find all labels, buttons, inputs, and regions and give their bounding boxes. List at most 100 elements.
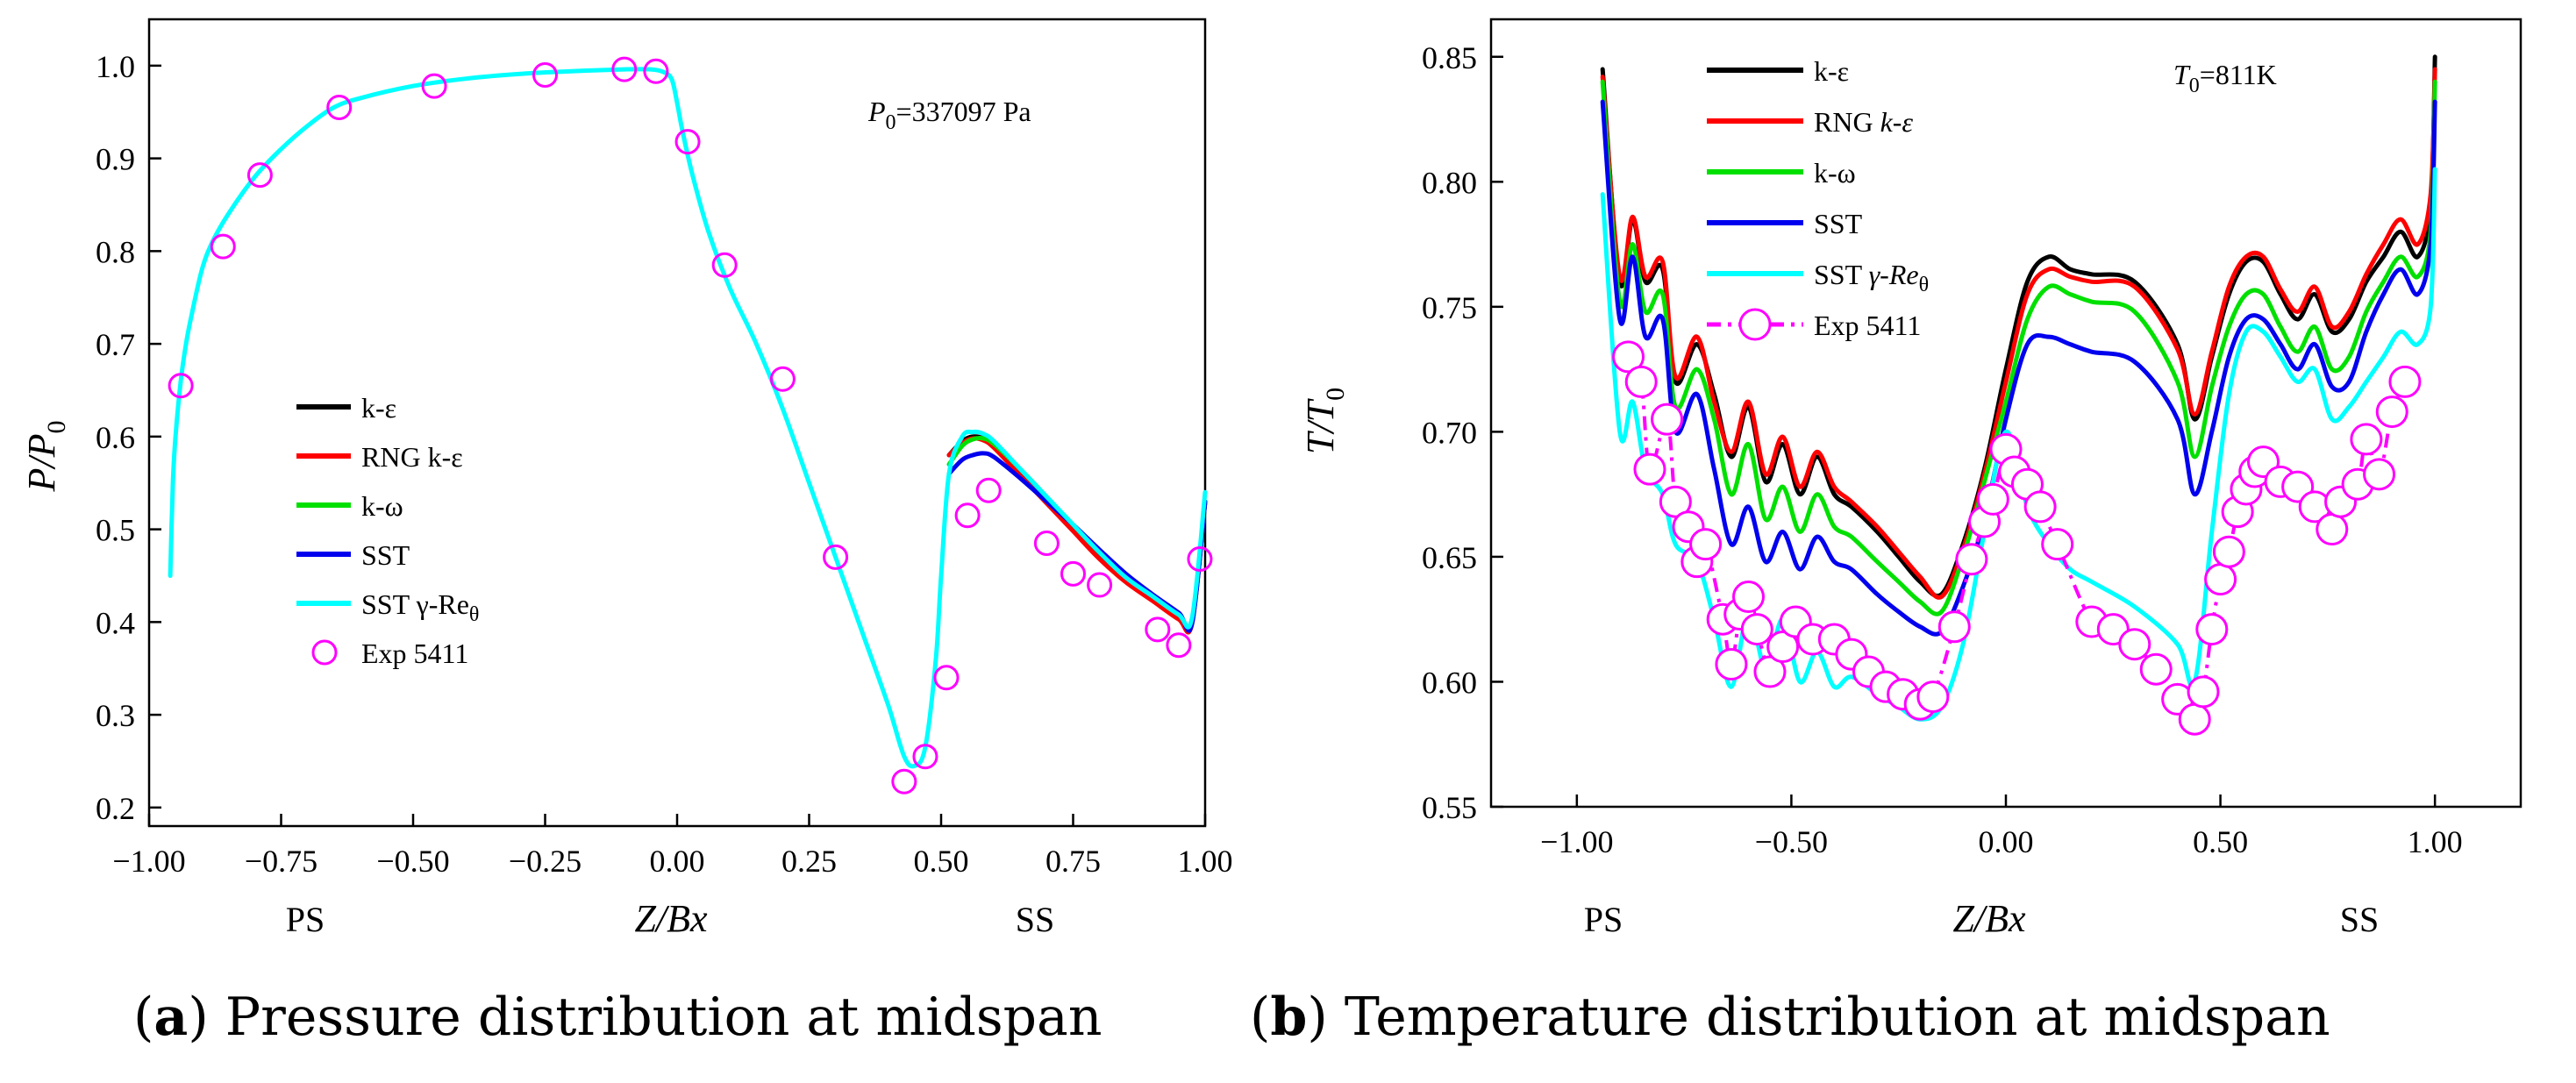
exp-point (912, 744, 938, 770)
exp-point (2118, 628, 2151, 661)
y-tick-label: 0.75 (1422, 290, 1477, 325)
series-line-sst-gamma (168, 67, 1208, 769)
exp-point (2041, 528, 2074, 561)
exp-point (2178, 702, 2211, 736)
exp-point (643, 58, 669, 84)
legend-swatch-exp (1738, 308, 1772, 341)
x-axis-title-temperature: Z/Bx (1952, 897, 2026, 940)
y-tick-label: 0.7 (96, 327, 135, 362)
legend-label-sst-gamma: SST γ-Reθ (1814, 259, 1929, 296)
y-axis-title-temperature: T/T0 (1299, 388, 1350, 454)
exp-point (1624, 365, 1658, 398)
exp-point (1715, 648, 1748, 681)
exp-point (326, 94, 353, 120)
exp-point (1166, 632, 1192, 659)
exp-point (933, 665, 960, 691)
x-tick-label: 0.00 (650, 844, 705, 879)
exp-point (2139, 652, 2173, 686)
exp-point (2375, 395, 2408, 429)
legend-label-sst: SST (361, 539, 410, 571)
annotation-pressure: P0=337097 Pa (867, 96, 1031, 134)
exp-point (2195, 613, 2229, 646)
y-tick-label: 0.60 (1422, 665, 1477, 700)
exp-point (246, 162, 273, 189)
side-label-ss-temperature: SS (2340, 900, 2380, 939)
legend-label-exp: Exp 5411 (1814, 310, 1921, 341)
exp-point (2350, 423, 2383, 456)
exp-point (2388, 365, 2422, 398)
points-temperature (1612, 340, 2422, 736)
exp-point (769, 366, 796, 392)
exp-point (2363, 458, 2396, 491)
exp-point (1689, 528, 1723, 561)
x-tick-label: −0.25 (509, 844, 582, 879)
exp-point (891, 768, 917, 794)
legend-label-k-eps: k-ε (1814, 55, 1849, 87)
y-tick-label: 0.80 (1422, 165, 1477, 200)
caption-pressure: (a) Pressure distribution at midspan (133, 987, 1102, 1048)
y-tick-label: 0.3 (96, 698, 135, 733)
exp-point (2023, 490, 2057, 524)
x-tick-label: −1.00 (1540, 824, 1613, 859)
y-tick-label: 0.8 (96, 234, 135, 269)
x-tick-label: 1.00 (2408, 824, 2463, 859)
y-tick-label: 0.6 (96, 420, 135, 455)
legend-temperature: k-ε RNG k-ε k-ω SST SST γ-Reθ Exp 5411 (1707, 55, 1929, 341)
x-tick-label: 0.00 (1979, 824, 2034, 859)
caption-temperature: (b) Temperature distribution at midspan (1250, 987, 2330, 1048)
exp-point (1740, 613, 1773, 646)
exp-point (1976, 482, 2009, 516)
y-tick-label: 0.5 (96, 513, 135, 548)
exp-point (954, 502, 981, 529)
side-label-ss-pressure: SS (1016, 900, 1055, 939)
legend-label-sst-gamma: SST γ-Reθ (361, 588, 479, 626)
exp-point (975, 477, 1002, 503)
side-label-ps-pressure: PS (286, 900, 325, 939)
exp-point (674, 129, 701, 155)
y-axis-title-pressure: P/P0 (20, 421, 71, 493)
x-tick-label: 0.25 (781, 844, 837, 879)
y-tick-label: 0.2 (96, 791, 135, 826)
exp-point (1659, 485, 1692, 518)
exp-point (1732, 581, 1765, 614)
legend-label-rng-k-eps: RNG k-ε (361, 441, 463, 473)
y-tick-label: 1.0 (96, 49, 135, 84)
y-tick-label: 0.9 (96, 142, 135, 177)
y-tick-label: 0.70 (1422, 415, 1477, 450)
exp-point (1033, 530, 1060, 556)
legend-swatch-exp (311, 639, 338, 666)
exp-point (168, 373, 194, 399)
exp-point (1753, 655, 1787, 688)
x-tick-label: 0.50 (914, 844, 969, 879)
x-axis-title-pressure: Z/Bx (634, 897, 708, 940)
legend-label-k-eps: k-ε (361, 392, 396, 424)
x-tick-label: 0.50 (2193, 824, 2248, 859)
exp-point (1087, 572, 1113, 598)
ticks-pressure: −1.00 −0.75 −0.50 −0.25 0.00 0.25 0.50 0.75 1.00… (96, 49, 1233, 879)
exp-point (2187, 675, 2220, 709)
y-tick-label: 0.55 (1422, 790, 1477, 825)
panel-temperature: −1.00 −0.50 0.00 0.50 1.00 0.55 0.60 0.65 0.70 0.… (1250, 18, 2522, 1048)
legend-label-k-omega: k-ω (1814, 157, 1856, 189)
exp-point (611, 56, 638, 82)
annotation-temperature: T0=811K (2173, 59, 2277, 97)
legend-pressure: k-ε RNG k-ε k-ω SST SST γ-Reθ Exp 5411 (296, 392, 479, 669)
side-label-ps-temperature: PS (1584, 900, 1623, 939)
series-line-k-omega (1600, 79, 2437, 616)
series-line-rng-k-eps (1600, 67, 2437, 600)
exp-point (1145, 616, 1171, 643)
x-tick-label: −0.50 (1755, 824, 1828, 859)
exp-point (2316, 513, 2349, 546)
exp-point (823, 544, 849, 570)
y-tick-label: 0.65 (1422, 540, 1477, 575)
y-tick-label: 0.4 (96, 605, 135, 640)
legend-label-k-omega: k-ω (361, 490, 403, 522)
exp-point (210, 233, 236, 260)
exp-point (1651, 403, 1684, 436)
exp-point (1633, 452, 1666, 486)
exp-point (421, 73, 447, 99)
exp-point (1060, 560, 1086, 587)
exp-point (532, 61, 558, 88)
exp-point (2212, 535, 2245, 568)
legend-label-sst: SST (1814, 208, 1863, 239)
